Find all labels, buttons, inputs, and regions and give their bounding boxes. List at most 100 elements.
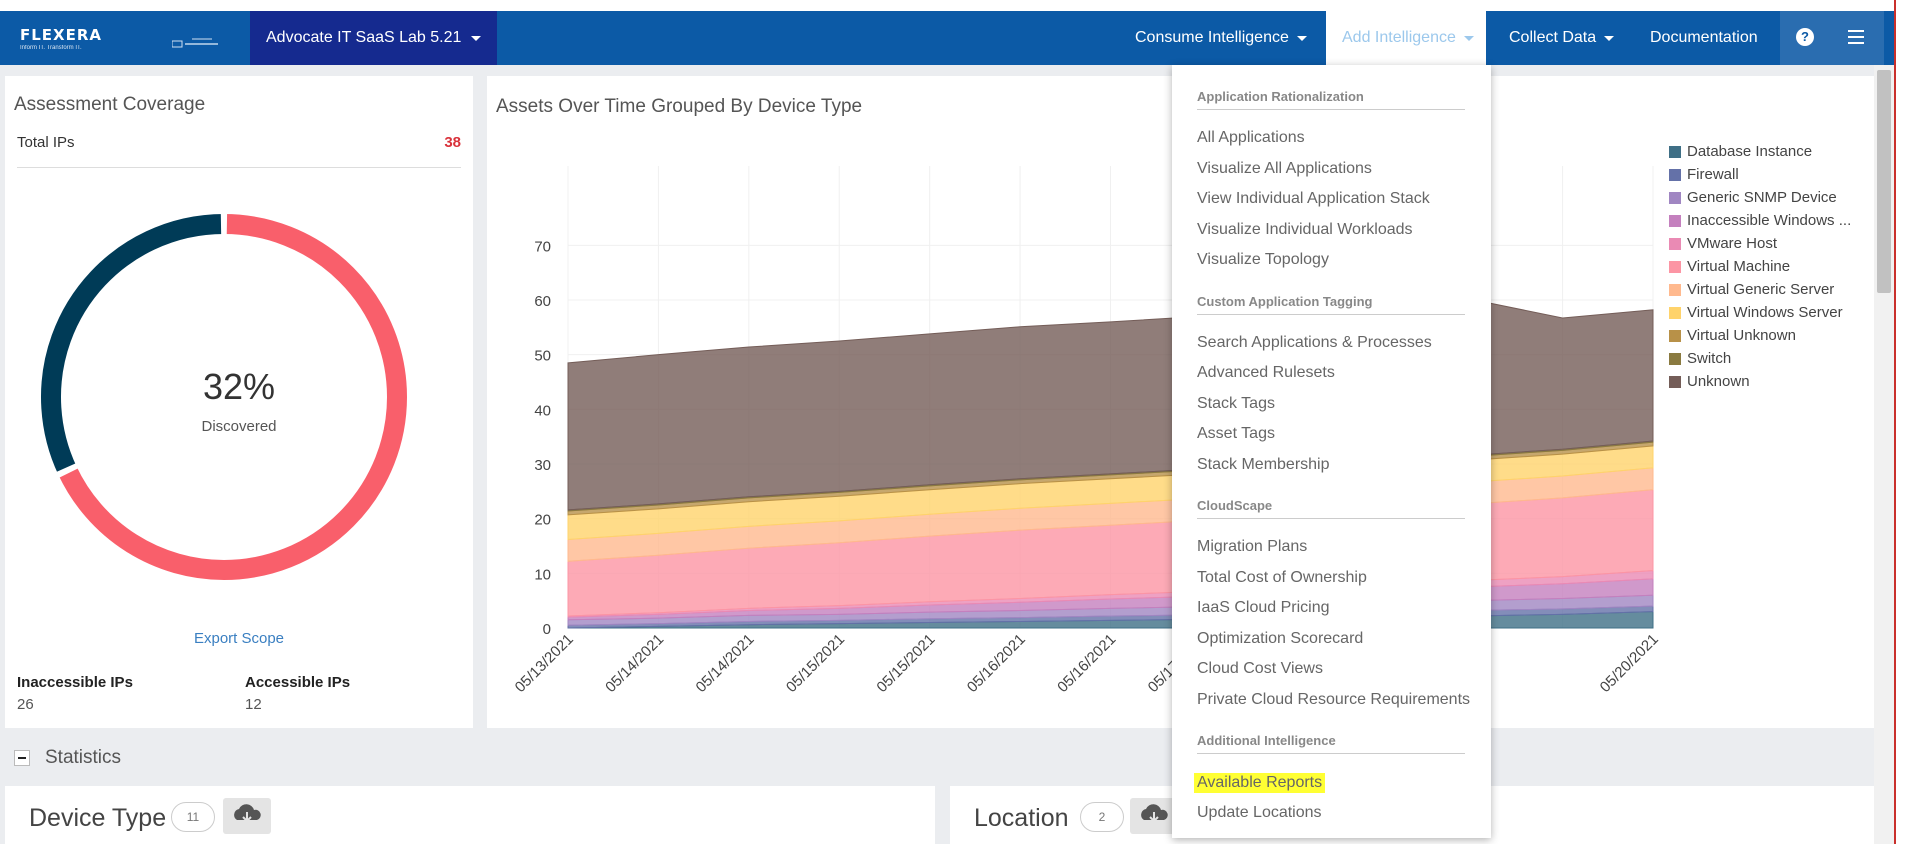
menu-item-cloud-cost-views[interactable]: Cloud Cost Views	[1197, 660, 1323, 677]
legend-label: Firewall	[1687, 166, 1739, 183]
menu-item-available-reports[interactable]: Available Reports	[1194, 773, 1326, 793]
menu-item-view-individual-application-stack[interactable]: View Individual Application Stack	[1197, 190, 1430, 207]
statistics-header: Statistics	[0, 740, 1894, 776]
legend-label: Generic SNMP Device	[1687, 189, 1837, 206]
device-type-count-badge: 11	[171, 802, 215, 832]
menu-section-header: CloudScape	[1197, 498, 1465, 519]
export-scope-link[interactable]: Export Scope	[193, 630, 285, 647]
legend-label: Inaccessible Windows ...	[1687, 212, 1852, 229]
cloud-download-icon	[1141, 804, 1168, 823]
nav-collect-data[interactable]: Collect Data	[1509, 11, 1615, 65]
menu-item-all-applications[interactable]: All Applications	[1197, 129, 1305, 146]
legend-item[interactable]: Unknown	[1669, 370, 1851, 393]
top-navbar: FLEXERA Inform IT. Transform IT. Advocat…	[0, 11, 1894, 65]
assessment-coverage-card: Assessment Coverage Total IPs 38 32% Dis…	[5, 76, 473, 728]
location-download-button[interactable]	[1130, 798, 1178, 834]
donut-gap-marker	[39, 212, 409, 582]
scrollbar-thumb[interactable]	[1877, 70, 1891, 293]
legend-item[interactable]: Generic SNMP Device	[1669, 186, 1851, 209]
nav-label: Documentation	[1650, 29, 1758, 46]
legend-label: Virtual Windows Server	[1687, 304, 1843, 321]
y-tick-label: 0	[543, 621, 551, 638]
legend-item[interactable]: Inaccessible Windows ...	[1669, 209, 1851, 232]
legend-item[interactable]: Virtual Windows Server	[1669, 301, 1851, 324]
nav-label: Collect Data	[1509, 29, 1597, 46]
discovered-label: Discovered	[201, 418, 277, 435]
menu-item-visualize-topology[interactable]: Visualize Topology	[1197, 251, 1329, 268]
x-tick-label: 05/15/2021	[873, 631, 938, 696]
caret-down-icon	[471, 36, 481, 41]
accessible-ips-value: 12	[245, 696, 262, 713]
legend-item[interactable]: Firewall	[1669, 163, 1851, 186]
legend-swatch	[1669, 214, 1681, 227]
device-type-card: Device Type 11	[5, 786, 935, 844]
collapse-toggle-icon[interactable]	[14, 750, 30, 766]
location-count-badge: 2	[1080, 802, 1124, 832]
inaccessible-ips-value: 26	[17, 696, 34, 713]
legend-item[interactable]: Database Instance	[1669, 140, 1851, 163]
window-edge	[1894, 0, 1914, 844]
y-tick-label: 70	[534, 238, 551, 255]
question-circle-icon[interactable]: ?	[1796, 28, 1814, 46]
flexera-logo[interactable]: FLEXERA Inform IT. Transform IT.	[20, 26, 102, 51]
card-title: Assessment Coverage	[14, 94, 206, 115]
legend-swatch	[1669, 168, 1681, 181]
menu-item-optimization-scorecard[interactable]: Optimization Scorecard	[1197, 629, 1364, 647]
x-tick-label: 05/15/2021	[783, 631, 848, 696]
location-title: Location	[974, 804, 1069, 832]
legend-item[interactable]: Switch	[1669, 347, 1851, 370]
nav-documentation[interactable]: Documentation	[1650, 11, 1758, 65]
caret-down-icon	[1463, 35, 1474, 41]
menu-item-advanced-rulesets[interactable]: Advanced Rulesets	[1197, 364, 1335, 381]
menu-item-total-cost-of-ownership[interactable]: Total Cost of Ownership	[1197, 568, 1367, 586]
menu-item-visualize-individual-workloads[interactable]: Visualize Individual Workloads	[1197, 220, 1413, 238]
inaccessible-ips-label: Inaccessible IPs	[17, 674, 133, 691]
legend-swatch	[1669, 145, 1681, 158]
x-tick-label: 05/20/2021	[1597, 631, 1662, 696]
legend-item[interactable]: VMware Host	[1669, 232, 1851, 255]
y-tick-label: 50	[534, 348, 551, 365]
brand-tagline: Inform IT. Transform IT.	[20, 45, 82, 51]
menu-item-search-applications-processes[interactable]: Search Applications & Processes	[1197, 333, 1432, 351]
add-intelligence-dropdown: Application Rationalization All Applicati…	[1172, 65, 1491, 838]
legend-label: Virtual Machine	[1687, 258, 1791, 275]
legend-label: Database Instance	[1687, 143, 1813, 160]
legend-item[interactable]: Virtual Generic Server	[1669, 278, 1851, 301]
nav-label: Consume Intelligence	[1135, 29, 1289, 46]
legend-swatch	[1669, 306, 1681, 319]
y-tick-label: 30	[534, 457, 551, 474]
menu-item-stack-tags[interactable]: Stack Tags	[1197, 394, 1275, 412]
caret-down-icon	[1604, 35, 1615, 41]
x-tick-label: 05/13/2021	[512, 631, 577, 696]
cloud-download-icon	[234, 804, 261, 823]
legend-swatch	[1669, 352, 1681, 365]
x-tick-label: 05/14/2021	[602, 631, 667, 696]
menu-section-header: Additional Intelligence	[1197, 733, 1465, 754]
legend-swatch	[1669, 237, 1681, 250]
legend-item[interactable]: Virtual Machine	[1669, 255, 1851, 278]
nav-consume-intelligence[interactable]: Consume Intelligence	[1135, 11, 1307, 65]
nav-label: Add Intelligence	[1342, 29, 1456, 46]
menu-item-stack-membership[interactable]: Stack Membership	[1197, 455, 1330, 473]
nav-add-intelligence[interactable]: Add Intelligence	[1326, 11, 1486, 65]
top-spacer	[0, 0, 1894, 11]
lab-selector-button[interactable]: Advocate IT SaaS Lab 5.21	[250, 11, 497, 65]
menu-item-private-cloud-resource-requirements[interactable]: Private Cloud Resource Requirements	[1197, 690, 1471, 708]
y-tick-label: 60	[534, 293, 551, 310]
menu-item-migration-plans[interactable]: Migration Plans	[1197, 538, 1308, 555]
device-type-download-button[interactable]	[223, 798, 271, 834]
menu-item-iaas-cloud-pricing[interactable]: IaaS Cloud Pricing	[1197, 599, 1330, 616]
menu-item-update-locations[interactable]: Update Locations	[1197, 803, 1322, 821]
total-ips-label: Total IPs	[17, 134, 75, 151]
menu-item-visualize-all-applications[interactable]: Visualize All Applications	[1197, 159, 1372, 177]
x-tick-label: 05/16/2021	[964, 631, 1029, 696]
legend-label: VMware Host	[1687, 235, 1778, 252]
coverage-percent: 32%	[202, 366, 276, 407]
menu-item-asset-tags[interactable]: Asset Tags	[1197, 425, 1275, 442]
total-ips-value: 38	[444, 134, 461, 151]
legend-item[interactable]: Virtual Unknown	[1669, 324, 1851, 347]
accessible-ips-label: Accessible IPs	[245, 674, 351, 691]
coverage-donut-chart	[39, 212, 409, 582]
hamburger-icon[interactable]	[1848, 30, 1864, 44]
